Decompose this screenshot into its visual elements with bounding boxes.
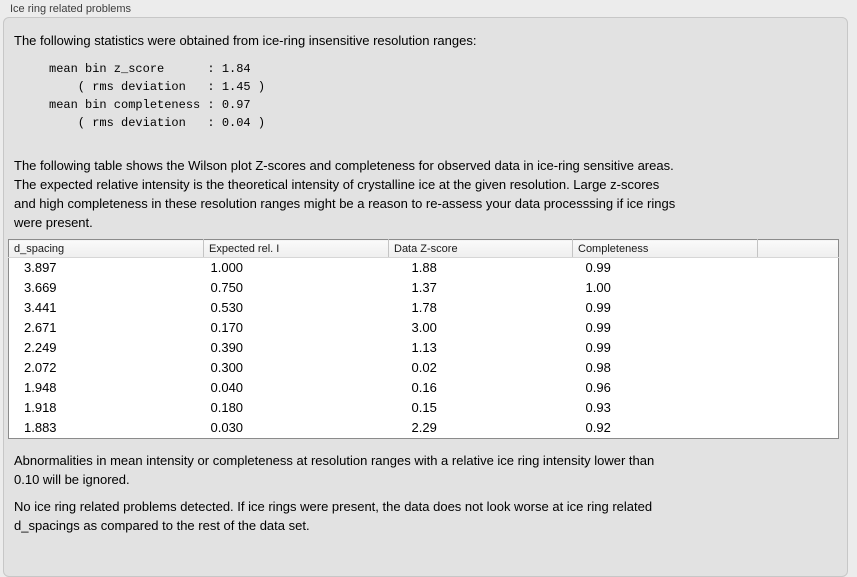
table-cell-empty (758, 338, 839, 358)
table-cell: 1.883 (24, 420, 57, 435)
table-cell-empty (758, 398, 839, 418)
table-cell: 0.300 (210, 360, 244, 375)
column-header[interactable]: Completeness (572, 239, 758, 258)
table-cell: 0.93 (585, 400, 611, 415)
table-description-text: The following table shows the Wilson plo… (14, 158, 676, 230)
table-cell: 1.37 (411, 280, 437, 295)
table-row[interactable]: 3.441 0.530 1.78 0.99 (9, 298, 839, 318)
table-cell: 1.78 (411, 300, 437, 315)
table-cell: 0.99 (585, 260, 611, 275)
table-body: 3.897 1.000 1.88 0.99 3.669 0.750 1.37 1.00 3.44… (9, 258, 839, 439)
table-cell: 3.441 (24, 300, 57, 315)
table-cell: 0.96 (585, 380, 611, 395)
ice-ring-table[interactable]: d_spacing Expected rel. I Data Z-score Comp… (8, 239, 839, 439)
table-cell: 3.00 (411, 320, 437, 335)
stats-intro-text: The following statistics were obtained f… (14, 33, 477, 48)
column-header[interactable]: Expected rel. I (203, 239, 389, 258)
table-cell: 2.671 (24, 320, 57, 335)
table-cell: 1.948 (24, 380, 57, 395)
table-cell: 1.918 (24, 400, 57, 415)
table-cell: 0.15 (411, 400, 437, 415)
stats-block: mean bin z_score : 1.84 ( rms deviation … (49, 62, 266, 130)
table-cell: 0.030 (210, 420, 244, 435)
column-header[interactable]: Data Z-score (388, 239, 573, 258)
table-cell: 0.92 (585, 420, 611, 435)
table-row[interactable]: 2.249 0.390 1.13 0.99 (9, 338, 839, 358)
table-row[interactable]: 1.948 0.040 0.16 0.96 (9, 378, 839, 398)
table-row[interactable]: 1.918 0.180 0.15 0.93 (9, 398, 839, 418)
table-cell: 0.98 (585, 360, 611, 375)
ignore-note-text: Abnormalities in mean intensity or compl… (14, 453, 655, 487)
table-row[interactable]: 3.897 1.000 1.88 0.99 (9, 258, 839, 279)
table-row[interactable]: 2.072 0.300 0.02 0.98 (9, 358, 839, 378)
table-cell: 0.170 (210, 320, 244, 335)
table-row[interactable]: 2.671 0.170 3.00 0.99 (9, 318, 839, 338)
table-cell: 0.040 (210, 380, 244, 395)
conclusion-text: No ice ring related problems detected. I… (14, 499, 653, 533)
table-cell-empty (758, 378, 839, 398)
table-cell: 0.180 (210, 400, 244, 415)
table-cell: 0.99 (585, 300, 611, 315)
table-header-row: d_spacing Expected rel. I Data Z-score Comp… (8, 239, 839, 258)
table-cell-empty (758, 258, 839, 279)
table-cell-empty (758, 418, 839, 439)
table-cell-empty (758, 278, 839, 298)
table-cell: 2.249 (24, 340, 57, 355)
table-cell-empty (758, 298, 839, 318)
table-cell: 0.99 (585, 320, 611, 335)
table-cell: 1.13 (411, 340, 437, 355)
table-cell: 1.00 (585, 280, 611, 295)
groupbox-title: Ice ring related problems (10, 3, 132, 15)
table-cell: 3.669 (24, 280, 57, 295)
table-cell-empty (758, 358, 839, 378)
column-header[interactable]: d_spacing (8, 239, 204, 258)
table-row[interactable]: 1.883 0.030 2.29 0.92 (9, 418, 839, 439)
column-header[interactable] (757, 239, 839, 258)
table-cell: 1.000 (210, 260, 244, 275)
table-cell: 2.29 (411, 420, 437, 435)
table-cell: 0.390 (210, 340, 244, 355)
table-cell: 0.99 (585, 340, 611, 355)
table-cell: 3.897 (24, 260, 57, 275)
table-cell: 0.530 (210, 300, 244, 315)
table-cell: 0.750 (210, 280, 244, 295)
table-cell: 0.16 (411, 380, 437, 395)
table-cell-empty (758, 318, 839, 338)
table-row[interactable]: 3.669 0.750 1.37 1.00 (9, 278, 839, 298)
ice-ring-groupbox: The following statistics were obtained f… (3, 17, 848, 577)
table-cell: 0.02 (411, 360, 437, 375)
table-cell: 1.88 (411, 260, 437, 275)
table-cell: 2.072 (24, 360, 57, 375)
